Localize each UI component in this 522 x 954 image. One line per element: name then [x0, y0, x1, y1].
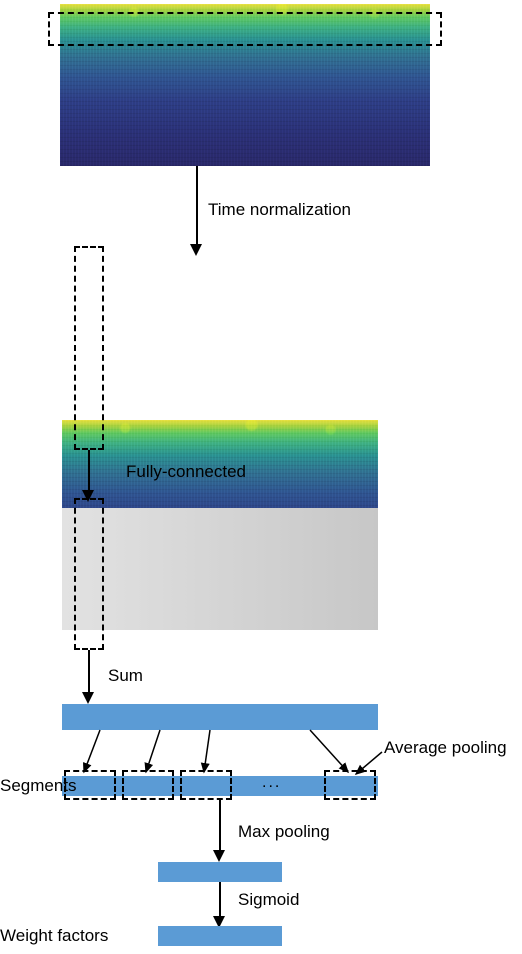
arrow-maxpool-head	[213, 850, 225, 862]
segment-box-2	[122, 770, 174, 800]
arrow-maxpool-line	[219, 800, 221, 850]
label-average-pooling: Average pooling	[384, 738, 507, 758]
arrow-sigmoid-line	[219, 882, 221, 916]
fanout-lines	[0, 0, 522, 954]
label-sigmoid: Sigmoid	[238, 890, 299, 910]
label-weight-factors: Weight factors	[0, 926, 108, 946]
segment-ellipsis: ...	[262, 774, 281, 792]
label-max-pooling: Max pooling	[238, 822, 330, 842]
segment-box-1	[64, 770, 116, 800]
weight-bar	[158, 926, 282, 946]
segment-box-4	[324, 770, 376, 800]
maxpool-bar	[158, 862, 282, 882]
segment-box-3	[180, 770, 232, 800]
